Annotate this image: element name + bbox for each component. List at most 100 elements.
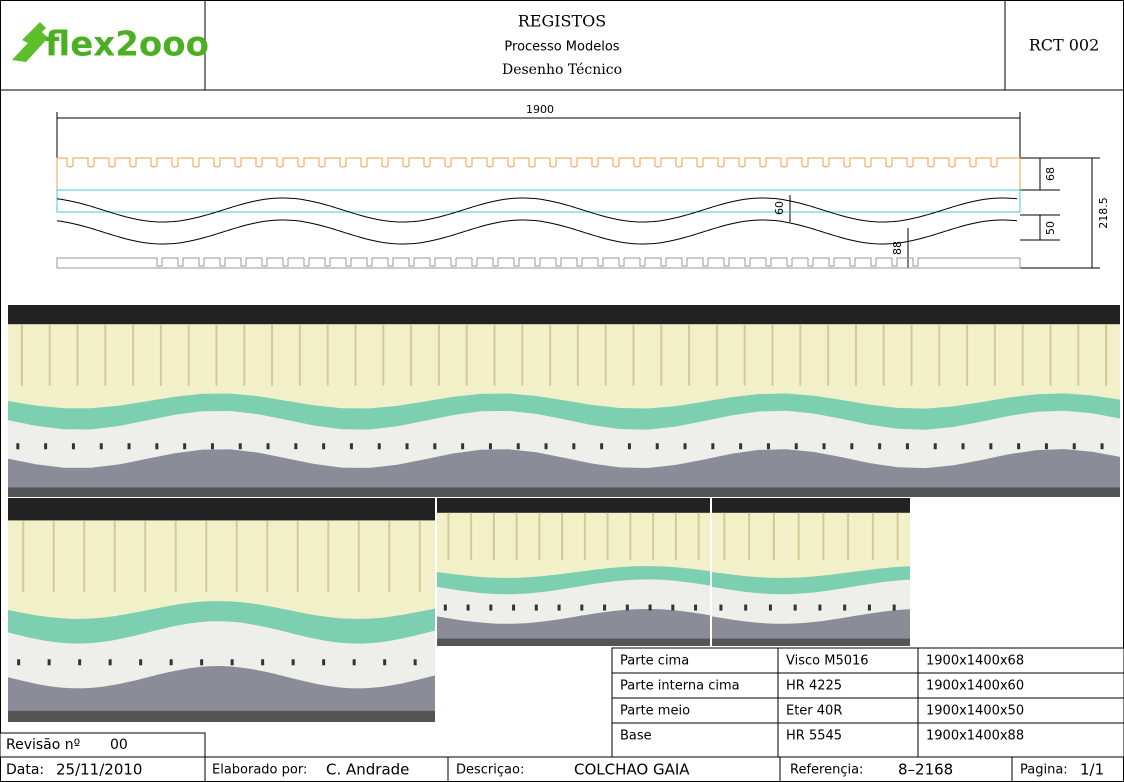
hole	[139, 659, 143, 666]
hole	[627, 443, 631, 450]
hole	[71, 443, 75, 450]
hole	[822, 443, 826, 450]
hole	[512, 604, 516, 611]
hole	[768, 604, 772, 611]
revision-label: Revisão nº	[6, 737, 80, 753]
photo-edge	[712, 638, 910, 646]
hole	[352, 659, 356, 666]
hole	[17, 659, 21, 666]
base-layer	[56, 257, 1021, 269]
hole	[572, 443, 576, 450]
hole	[108, 659, 112, 666]
dim-length: 1900	[526, 103, 554, 116]
hole	[47, 659, 51, 666]
wave-line	[56, 197, 1018, 223]
dim-inner-top: 60	[773, 201, 786, 215]
hole	[989, 443, 993, 450]
table: Parte cima Visco M5016 1900x1400x68 Parte i…	[620, 654, 1024, 744]
dim-total: 218.5	[1097, 197, 1110, 229]
photo-edge	[8, 487, 1120, 497]
hole	[155, 443, 159, 450]
hole	[238, 443, 242, 450]
table-cell: Eter 40R	[786, 704, 842, 719]
hole	[534, 604, 538, 611]
hole	[557, 604, 561, 611]
hole	[794, 443, 798, 450]
hole	[625, 604, 629, 611]
hole	[44, 443, 48, 450]
table-cell: Base	[620, 729, 652, 744]
foam-gray	[8, 666, 435, 722]
hole	[16, 443, 20, 450]
date: 25/11/2010	[56, 761, 142, 779]
table-cell: 1900x1400x88	[926, 729, 1024, 744]
hole	[905, 443, 909, 450]
foam-gray	[437, 609, 710, 646]
date-label: Data:	[6, 762, 44, 778]
hole	[766, 443, 770, 450]
hole	[793, 604, 797, 611]
dim-base: 88	[891, 241, 904, 255]
dim-top: 68	[1044, 167, 1057, 181]
hole	[867, 604, 871, 611]
table-cell: 1900x1400x60	[926, 679, 1024, 694]
top-layer	[56, 157, 1021, 191]
hole	[433, 443, 437, 450]
hole	[322, 443, 326, 450]
technical-drawing	[56, 112, 1100, 269]
hole	[466, 604, 470, 611]
hole	[739, 443, 743, 450]
hole	[1100, 443, 1104, 450]
hole	[961, 443, 965, 450]
doc-type: Desenho Técnico	[502, 62, 622, 78]
table-cell: 1900x1400x50	[926, 704, 1024, 719]
author: C. Andrade	[326, 761, 409, 779]
photo	[712, 498, 910, 646]
hole	[600, 443, 604, 450]
dim-middle: 50	[1044, 221, 1057, 235]
hole	[580, 604, 584, 611]
author-label: Elaborado por:	[212, 763, 307, 778]
hole	[489, 604, 493, 611]
hole	[349, 443, 353, 450]
hole	[892, 604, 896, 611]
hole	[744, 604, 748, 611]
foam-gray	[8, 449, 1120, 497]
hole	[878, 443, 882, 450]
photos	[8, 305, 1120, 722]
inner-top-layer	[56, 189, 1021, 213]
hole	[683, 443, 687, 450]
hole	[850, 443, 854, 450]
hole	[933, 443, 937, 450]
hole	[603, 604, 607, 611]
reference: 8–2168	[898, 761, 953, 779]
page-label: Pagina:	[1020, 763, 1068, 778]
hole	[516, 443, 520, 450]
hole	[210, 443, 214, 450]
hole	[1044, 443, 1048, 450]
hole	[261, 659, 265, 666]
hole	[200, 659, 204, 666]
reference-label: Referençia:	[790, 763, 863, 778]
logo-text: flex2ooo	[45, 25, 209, 65]
hole	[183, 443, 187, 450]
foam-top	[712, 512, 910, 580]
photo	[8, 305, 1120, 497]
description: COLCHAO GAIA	[574, 761, 690, 779]
hole	[377, 443, 381, 450]
hole	[99, 443, 103, 450]
hole	[413, 659, 417, 666]
foam-gray	[712, 609, 910, 646]
hole	[648, 604, 652, 611]
hole	[711, 443, 715, 450]
footer: Revisão nº 00 Data: 25/11/2010 Elaborado…	[6, 737, 1104, 779]
hole	[818, 604, 822, 611]
hole	[266, 443, 270, 450]
hole	[843, 604, 847, 611]
table-cell: HR 4225	[786, 679, 842, 694]
hole	[322, 659, 326, 666]
hole	[1072, 443, 1076, 450]
table-cell: 1900x1400x68	[926, 654, 1024, 669]
